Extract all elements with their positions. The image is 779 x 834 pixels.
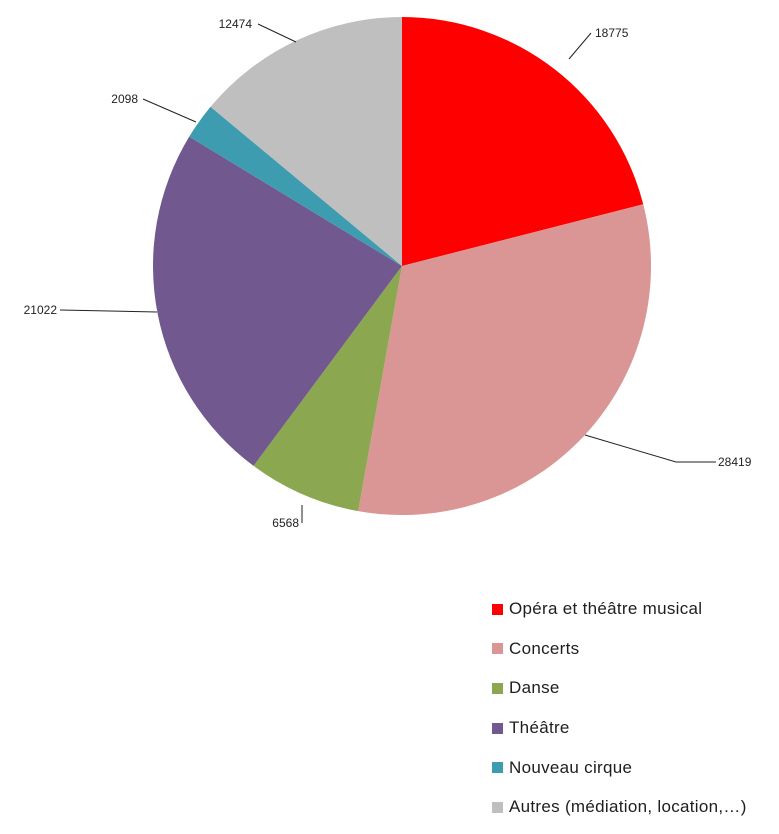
- legend-swatch: [492, 643, 503, 655]
- legend-label: Opéra et théâtre musical: [509, 599, 703, 618]
- legend-swatch: [492, 762, 503, 774]
- data-label-concerts: 28419: [718, 455, 752, 469]
- legend-item-opera-et-theatre-musical: Opéra et théâtre musical: [492, 596, 747, 622]
- data-label-danse: 6568: [272, 516, 299, 530]
- legend-swatch: [492, 603, 503, 615]
- legend-item-nouveau-cirque: Nouveau cirque: [492, 755, 747, 781]
- leader-line-nouveau-cirque: [142, 98, 197, 123]
- legend-swatch: [492, 801, 503, 813]
- legend-swatch: [492, 682, 503, 694]
- pie-slice-danse: [253, 266, 402, 512]
- pie-slice-nouveau-cirque: [189, 106, 402, 266]
- pie-slice-concerts: [358, 204, 651, 516]
- legend-label: Concerts: [509, 638, 580, 658]
- leader-line-opera-et-theatre-musical: [568, 32, 592, 60]
- pie-data-labels: 18775 28419 6568 21022 2098 12474: [24, 17, 752, 530]
- pie-slices: [153, 17, 651, 516]
- data-label-opera-et-theatre-musical: 18775: [595, 26, 629, 40]
- pie-chart: 18775 28419 6568 21022 2098 12474: [24, 17, 752, 530]
- pie-slice-theatre: [153, 136, 402, 466]
- leader-line-theatre: [59, 309, 158, 313]
- legend-label: Danse: [509, 678, 560, 698]
- legend-label: Théâtre: [509, 718, 570, 738]
- legend-label: Nouveau cirque: [509, 757, 633, 777]
- data-label-nouveau-cirque: 2098: [111, 92, 138, 106]
- pie-slice-opera-et-theatre-musical: [402, 17, 644, 266]
- leader-line-autres-mediation-location: [257, 23, 297, 43]
- legend-item-danse: Danse: [492, 675, 747, 701]
- legend-label: Autres (médiation, location,…): [509, 797, 747, 817]
- data-label-theatre: 21022: [24, 303, 58, 317]
- chart-legend: Opéra et théâtre musical Concerts Danse Thé…: [492, 596, 747, 834]
- legend-item-theatre: Théâtre: [492, 715, 747, 741]
- data-label-autres-mediation-location: 12474: [219, 17, 253, 31]
- legend-item-autres-mediation-location: Autres (médiation, location,…): [492, 794, 747, 820]
- pie-slice-autres-mediation-location: [210, 17, 402, 266]
- legend-swatch: [492, 722, 503, 734]
- leader-line-concerts: [584, 434, 716, 463]
- legend-item-concerts: Concerts: [492, 636, 747, 662]
